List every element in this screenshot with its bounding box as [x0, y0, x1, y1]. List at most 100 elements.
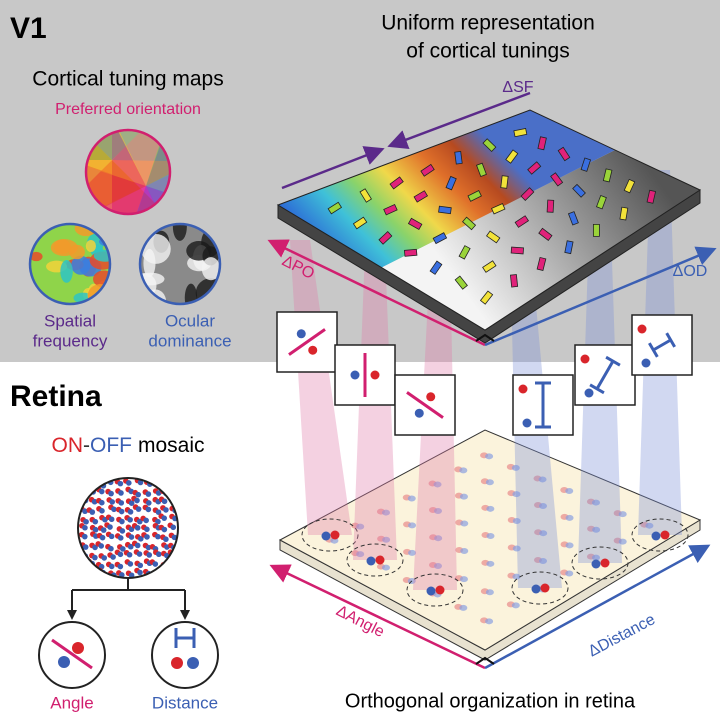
- rf-off: [522, 418, 532, 428]
- pooled-on: [540, 583, 550, 593]
- on-cell: [178, 550, 184, 556]
- tuning-bar: [407, 217, 423, 231]
- off-cell: [126, 480, 132, 486]
- sf-arrow: [281, 146, 385, 190]
- off-cell: [156, 551, 162, 558]
- retina-cell-off: [645, 522, 654, 529]
- sf-blob: [30, 251, 43, 262]
- off-cell: [181, 582, 187, 588]
- tuning-bar: [537, 136, 547, 151]
- off-cell: [135, 506, 142, 512]
- tuning-bar: [546, 199, 555, 213]
- off-cell: [146, 552, 153, 558]
- tuning-bar: [596, 195, 607, 210]
- distance-h: [174, 628, 196, 648]
- off-cell: [92, 518, 99, 525]
- cortex-color: [278, 110, 615, 268]
- off-cell: [92, 554, 98, 561]
- orientation-border: [84, 128, 172, 216]
- od-blob: [186, 240, 212, 261]
- retina-cell-off: [539, 530, 548, 537]
- rf-off: [350, 370, 360, 380]
- off-cell: [127, 561, 134, 567]
- v1-title: V1: [10, 12, 47, 45]
- off-cell: [89, 509, 96, 515]
- off-cell: [134, 525, 141, 531]
- cortex-title-1: Uniform representation: [381, 12, 595, 35]
- od-blob: [141, 233, 171, 264]
- off-cell: [120, 546, 126, 552]
- off-cell: [127, 509, 134, 515]
- off-cell: [82, 508, 88, 515]
- pooled-on: [330, 530, 340, 540]
- retina-cell-off: [356, 551, 365, 558]
- off-cell: [144, 526, 150, 533]
- retina-cell-off: [459, 576, 468, 583]
- off-cell: [136, 551, 143, 557]
- off-cell: [155, 533, 161, 540]
- on-cell: [79, 480, 86, 487]
- tuning-bar: [514, 215, 530, 228]
- sf-blob: [93, 249, 110, 262]
- off-cell: [163, 564, 170, 570]
- off-cell: [99, 581, 105, 587]
- tuning-bar: [602, 168, 613, 183]
- on-cell: [179, 525, 185, 531]
- pooled-off: [651, 531, 661, 541]
- on-cell: [96, 579, 102, 585]
- on-cell: [153, 577, 159, 578]
- off-cell: [183, 572, 189, 578]
- od-blob: [184, 283, 198, 304]
- po-arrow: [267, 239, 486, 347]
- on-cell: [179, 506, 185, 512]
- tuning-bar: [454, 275, 468, 290]
- off-cell: [183, 498, 189, 504]
- retina-cell-off: [460, 520, 469, 527]
- off-cell: [155, 509, 162, 515]
- off-cell: [128, 534, 135, 540]
- retina-title: Retina: [10, 380, 102, 413]
- off-cell: [146, 581, 152, 587]
- on-cell: [161, 579, 167, 585]
- od-blob: [201, 257, 220, 281]
- rf-on: [580, 354, 590, 364]
- tuning-bar: [467, 190, 482, 202]
- angle-bar: [406, 391, 444, 419]
- tuning-bar: [389, 176, 404, 190]
- distance-bar: [589, 355, 621, 395]
- axis-sf: ΔSF: [502, 79, 533, 96]
- sf-arrow-2: [387, 91, 531, 150]
- od-label-2: dominance: [148, 331, 231, 350]
- tuning-bar: [550, 172, 564, 187]
- retina-cell-off: [538, 476, 547, 483]
- retina-cell-off: [591, 499, 600, 506]
- od-label-1: Ocular: [165, 311, 215, 330]
- off-cell: [180, 564, 186, 570]
- tuning-bar: [619, 206, 629, 221]
- rf-off: [641, 358, 651, 368]
- off-cell: [172, 498, 178, 505]
- tuning-bar: [383, 203, 398, 216]
- distance-off: [187, 657, 199, 669]
- tuning-bar: [557, 146, 571, 162]
- off-cell: [155, 572, 162, 578]
- off-cell: [89, 569, 96, 576]
- mosaic-title: ON-OFF mosaic: [51, 434, 204, 457]
- off-cell: [156, 579, 162, 585]
- tuning-bar: [458, 245, 471, 260]
- off-cell: [99, 508, 105, 514]
- distance-on: [171, 657, 183, 669]
- off-cell: [181, 552, 187, 558]
- off-cell: [119, 528, 126, 534]
- on-cell: [79, 495, 86, 502]
- off-cell: [161, 526, 168, 533]
- on-cell: [179, 486, 185, 492]
- tuning-bar: [572, 183, 586, 198]
- tuning-bar: [538, 227, 553, 241]
- off-cell: [161, 498, 168, 505]
- off-cell: [99, 499, 105, 506]
- tuning-bar: [527, 161, 542, 175]
- tuning-bar: [500, 175, 509, 189]
- rf-off: [414, 408, 424, 418]
- off-cell: [163, 507, 169, 513]
